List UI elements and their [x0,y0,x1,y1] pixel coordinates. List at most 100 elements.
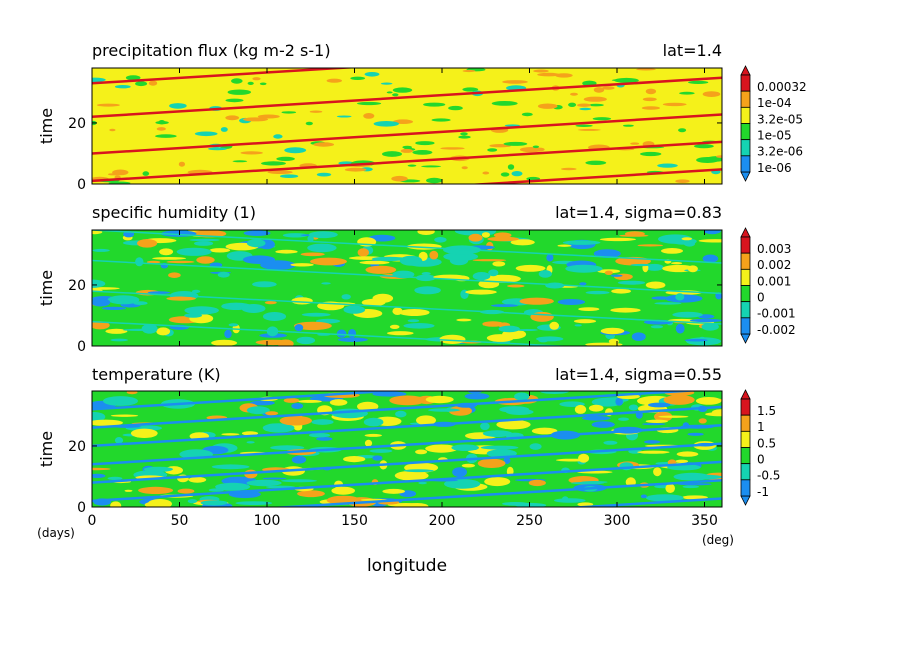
field-patch [599,237,637,242]
field-patch [568,102,577,108]
x-axis-label: longitude [367,556,447,576]
field-patch [554,498,586,503]
colorbar-max-arrow [740,65,751,76]
field-patch [189,238,220,242]
field-patch [403,323,435,329]
field-patch [242,117,269,122]
field-patch [92,77,106,82]
field-patch [297,399,322,403]
field-patch [557,299,586,305]
field-patch [600,327,625,335]
colorbar-segment [740,285,751,303]
field-patch [316,172,332,177]
field-patch [372,293,394,303]
colorbar-level-label: 1e-04 [757,96,792,110]
field-patch [407,319,420,323]
field-patch [472,272,491,281]
field-patch [364,439,373,447]
field-patch [583,96,607,102]
field-patch [585,160,607,165]
colorbar-min-arrow [740,333,751,344]
field-patch [92,279,106,288]
field-patch [196,256,215,264]
field-patch [188,476,207,483]
field-patch [648,402,671,408]
field-patch [364,72,380,77]
field-patch [468,233,483,242]
field-patch [114,85,131,89]
field-patch [110,501,122,507]
field-patch [169,103,187,109]
field-patch [434,237,447,243]
streak-line [92,230,722,264]
axis-ticks: 0 50 100 150 200 250 300 350 0 20 [68,391,722,529]
field-patch [281,479,317,483]
streak-line [92,320,574,346]
field-patch [294,321,332,331]
field-patch [557,244,572,247]
field-patch [570,92,578,96]
streak-line [92,442,722,484]
panel-title: temperature (K) [92,365,221,384]
field-patch [107,295,140,305]
field-patch [232,160,248,163]
field-patch [96,103,120,107]
field-patch [158,120,166,125]
colorbar-min-arrow [740,171,751,182]
field-patch [337,337,368,342]
field-patch [257,114,280,119]
field-patch [585,290,610,295]
field-patch [519,147,543,153]
colorbar-segment [740,301,751,319]
field-patch [682,485,700,489]
x-tick-label: 350 [691,513,718,529]
colorbar-min-arrow [740,495,751,506]
field-patch [412,150,433,155]
field-patch [642,423,666,426]
field-patch [702,254,719,263]
colorbar-level-label: 0.00032 [757,80,807,94]
field-patch [279,415,312,426]
field-patch [252,281,277,288]
field-patch [484,477,511,487]
x-tick-label: 200 [429,513,456,529]
field-patch [537,103,558,109]
contour-field [92,230,722,346]
field-patch [467,391,482,394]
field-patch [364,433,382,437]
field-patch [147,291,171,294]
field-patch [399,255,423,266]
field-patch [414,286,441,295]
y-unit-label: (days) [37,526,75,540]
field-patch [462,87,479,92]
field-patch [514,392,530,401]
field-patch [291,403,304,409]
field-patch [591,397,624,407]
field-patch [618,417,629,421]
plot-frame [91,229,723,347]
field-patch [622,124,634,127]
field-patch [176,247,212,256]
field-patch [247,81,254,85]
field-patch [126,391,138,395]
field-patch [371,256,407,261]
field-patch [407,164,417,167]
plot-frame [91,67,723,185]
field-patch [532,145,540,149]
field-patch [168,272,181,279]
field-patch [355,256,373,260]
field-patch [503,457,511,464]
field-patch [387,331,414,336]
colorbar-level-label: 0.5 [757,436,776,450]
field-patch [380,82,393,85]
field-patch [689,318,722,323]
field-patch [681,495,708,500]
field-patch [603,440,618,445]
field-patch [373,121,399,127]
field-patch [465,289,497,295]
field-patch [615,397,623,406]
field-patch [428,408,460,412]
field-patch [156,327,171,336]
field-patch [240,151,263,155]
streak-line [92,113,722,155]
